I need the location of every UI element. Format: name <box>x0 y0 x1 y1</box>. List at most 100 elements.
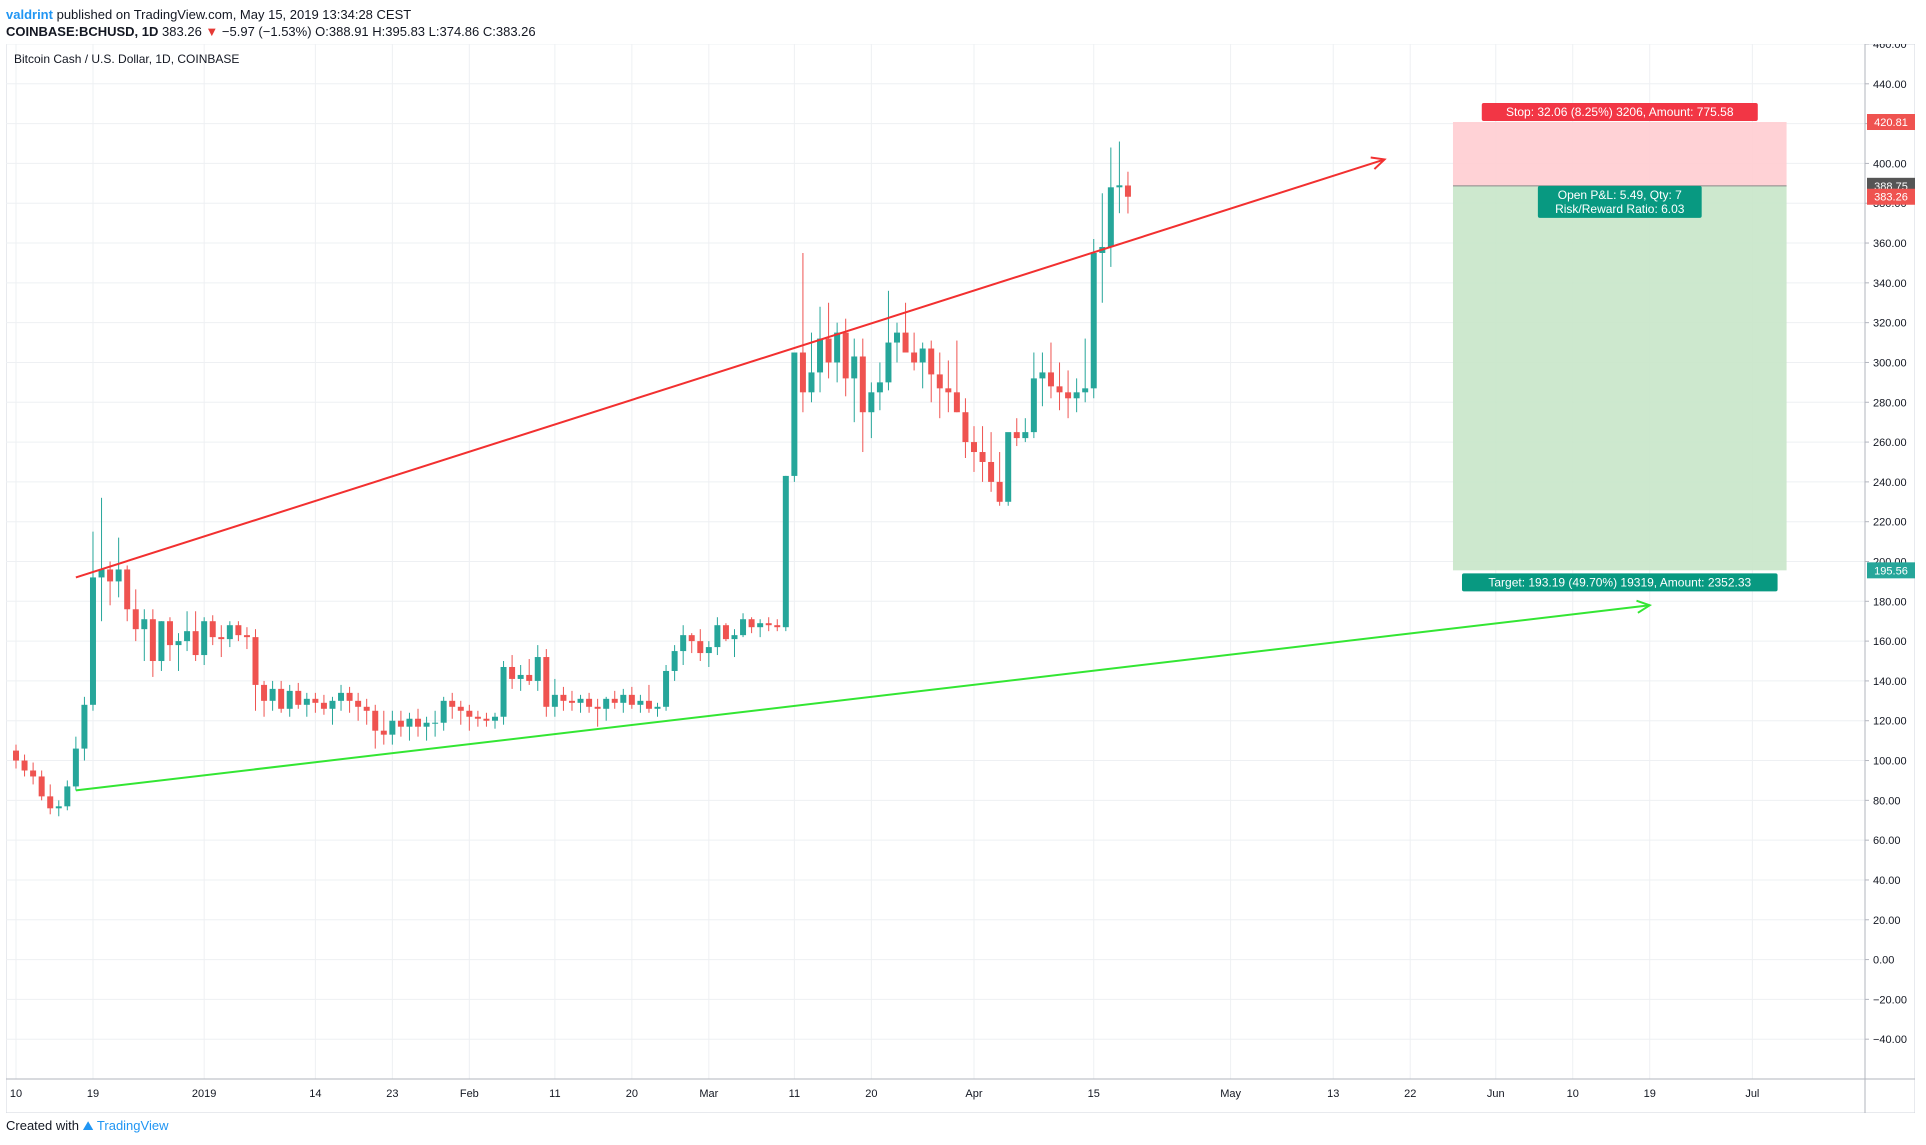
tradingview-logo-icon: ⛰ <box>82 1118 94 1133</box>
candle-body <box>500 666 507 717</box>
price-tick-label: 280.00 <box>1873 397 1907 409</box>
candle-body <box>799 352 806 393</box>
candle-body <box>389 720 396 735</box>
candle-body <box>55 806 62 809</box>
candle-body <box>21 760 28 771</box>
support-line <box>75 604 1650 792</box>
price-tick-label: 460.00 <box>1873 44 1907 51</box>
support-line-arrow-icon <box>1636 599 1652 614</box>
candle-body <box>611 698 618 703</box>
candle-body <box>1013 432 1020 439</box>
candle-body <box>680 635 687 652</box>
candle-body <box>586 698 593 707</box>
candle-body <box>697 641 704 654</box>
trend-lines[interactable] <box>75 156 1652 792</box>
grid <box>6 43 1865 1079</box>
time-tick-label: 10 <box>10 1088 22 1100</box>
candle-body <box>492 716 498 721</box>
price-tick-label: −20.00 <box>1873 994 1907 1006</box>
time-tick-label: Feb <box>460 1088 479 1100</box>
time-tick-label: 19 <box>87 1088 99 1100</box>
price-tick-label: 260.00 <box>1873 437 1907 449</box>
candle-body <box>338 692 345 701</box>
candle-body <box>671 651 678 671</box>
candle-body <box>774 625 781 628</box>
footer: Created with ⛰ TradingView <box>6 1118 168 1134</box>
candle-body <box>415 718 422 727</box>
chart-frame[interactable]: Stop: 32.06 (8.25%) 3206, Amount: 775.58… <box>5 39 1916 1114</box>
resistance-line <box>75 158 1385 579</box>
candle-body <box>1107 187 1114 248</box>
price-tick-label: 120.00 <box>1873 716 1907 728</box>
price-tick-label: 180.00 <box>1873 596 1907 608</box>
open-pnl-label-text: Open P&L: 5.49, Qty: 7 <box>1558 188 1682 202</box>
price-tick-label: 220.00 <box>1873 517 1907 529</box>
candle-body <box>1022 432 1029 439</box>
time-tick-label: 20 <box>626 1088 638 1100</box>
price-tag <box>1867 562 1915 579</box>
position-labels: Stop: 32.06 (8.25%) 3206, Amount: 775.58… <box>1461 103 1778 592</box>
candle-body <box>577 698 584 703</box>
candle-body <box>962 412 969 443</box>
candle-body <box>722 625 729 640</box>
candle-body <box>688 635 695 642</box>
time-tick-label: 15 <box>1088 1088 1100 1100</box>
candle-body <box>834 332 841 363</box>
candle-body <box>132 609 139 630</box>
target-label-box <box>1461 573 1778 592</box>
candle-body <box>953 392 960 413</box>
candle-body <box>149 619 156 662</box>
candle-body <box>757 623 764 628</box>
candle-body <box>885 342 892 383</box>
candle-body <box>1056 386 1063 393</box>
candle-body <box>252 637 259 685</box>
candle-body <box>551 694 558 707</box>
price-change: −5.97 (−1.53%) <box>221 24 312 39</box>
candle-body <box>851 356 858 379</box>
candle-body <box>30 770 37 777</box>
time-tick-label: 11 <box>789 1088 800 1100</box>
candle-body <box>876 382 883 393</box>
author-link[interactable]: valdrint <box>6 7 53 22</box>
candle-body <box>654 706 661 709</box>
candle-body <box>457 706 464 711</box>
time-tick-label: Mar <box>699 1088 718 1100</box>
candle-body <box>765 623 772 626</box>
candle-body <box>945 388 952 393</box>
candle-body <box>89 577 96 705</box>
tradingview-brand[interactable]: TradingView <box>96 1118 169 1133</box>
candle-body <box>64 786 71 807</box>
price-tick-label: 440.00 <box>1873 79 1907 91</box>
candle-body <box>748 619 755 628</box>
candle-body <box>628 694 635 705</box>
time-axis[interactable]: 10 19 2019 14 23 Feb 11 20 Mar 11 20 Apr 15 May 13 22 Ju… <box>10 1088 1760 1100</box>
stop-zone <box>1452 122 1787 186</box>
candle-body <box>1090 252 1097 389</box>
price-axis[interactable]: −40.00 −20.00 0.00 20.00 40.00 60.00 80.00 100.… <box>1865 39 1915 1046</box>
candle-body <box>440 700 447 723</box>
candle-body <box>919 348 926 363</box>
candle-body <box>346 692 353 701</box>
candle-body <box>107 569 114 582</box>
candle-body <box>859 356 866 413</box>
price-tag-label: 195.56 <box>1874 565 1908 577</box>
candle-body <box>278 688 285 709</box>
candle-body <box>791 352 798 476</box>
price-chart[interactable]: Stop: 32.06 (8.25%) 3206, Amount: 775.58… <box>5 39 1916 1114</box>
candle-body <box>363 706 370 711</box>
down-arrow-icon: ▼ <box>205 24 219 39</box>
publish-info: published on TradingView.com, May 15, 20… <box>56 7 412 22</box>
ohlc-values: O:388.91 H:395.83 L:374.86 C:383.26 <box>315 24 536 39</box>
price-tick-label: 80.00 <box>1873 795 1901 807</box>
candle-body <box>979 452 986 462</box>
candle-body <box>166 621 173 646</box>
candle-body <box>902 332 909 353</box>
price-tick-label: 160.00 <box>1873 636 1907 648</box>
time-tick-label: 22 <box>1404 1088 1416 1100</box>
candle-body <box>466 710 473 717</box>
candle-body <box>98 569 105 578</box>
candle-body <box>406 718 413 727</box>
candle-body <box>209 621 216 638</box>
candle-body <box>124 569 131 610</box>
candle-body <box>568 700 575 703</box>
